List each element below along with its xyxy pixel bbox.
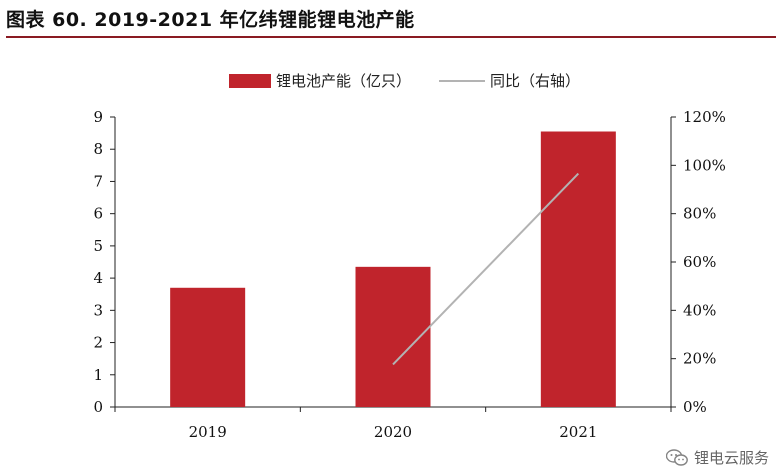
y-left-tick-label: 8 — [93, 140, 103, 158]
legend-label-yoy: 同比（右轴） — [490, 72, 580, 90]
y-right-tick-label: 80% — [683, 205, 716, 223]
yoy-line-path — [392, 172, 580, 366]
y-left-tick-label: 7 — [93, 172, 103, 190]
x-tick-label: 2019 — [189, 423, 227, 441]
y-left-tick-label: 1 — [93, 366, 103, 384]
y-right-tick-label: 60% — [683, 253, 716, 271]
bars — [170, 131, 616, 407]
title-underline — [6, 36, 776, 38]
y-left-tick-label: 0 — [93, 398, 103, 416]
legend-swatch-bar — [229, 74, 271, 88]
y-left-tick-label: 3 — [93, 301, 103, 319]
y-right-tick-label: 0% — [683, 398, 707, 416]
bar-2021 — [540, 131, 616, 407]
bar-2019 — [170, 287, 246, 407]
yoy-line-series — [392, 172, 580, 366]
chart-title: 图表 60. 2019-2021 年亿纬锂能锂电池产能 — [6, 9, 415, 31]
y-right-tick-label: 100% — [683, 156, 726, 174]
x-tick-label: 2020 — [374, 423, 412, 441]
watermark-text: 锂电云服务 — [693, 449, 769, 467]
y-right-tick-label: 120% — [683, 108, 726, 126]
legend: 锂电池产能（亿只） 同比（右轴） — [229, 72, 580, 90]
y-left-tick-label: 5 — [93, 237, 103, 255]
y-left-tick-label: 6 — [93, 205, 103, 223]
x-tick-label: 2021 — [559, 423, 597, 441]
y-right-tick-label: 20% — [683, 350, 716, 368]
bar-2020 — [355, 266, 431, 407]
watermark: 锂电云服务 — [665, 447, 769, 468]
y-left-tick-label: 4 — [93, 269, 103, 287]
y-right-tick-label: 40% — [683, 301, 716, 319]
wechat-icon — [665, 448, 688, 466]
legend-label-capacity: 锂电池产能（亿只） — [276, 72, 411, 90]
y-left-tick-label: 2 — [93, 334, 103, 352]
y-left-tick-label: 9 — [93, 108, 103, 126]
